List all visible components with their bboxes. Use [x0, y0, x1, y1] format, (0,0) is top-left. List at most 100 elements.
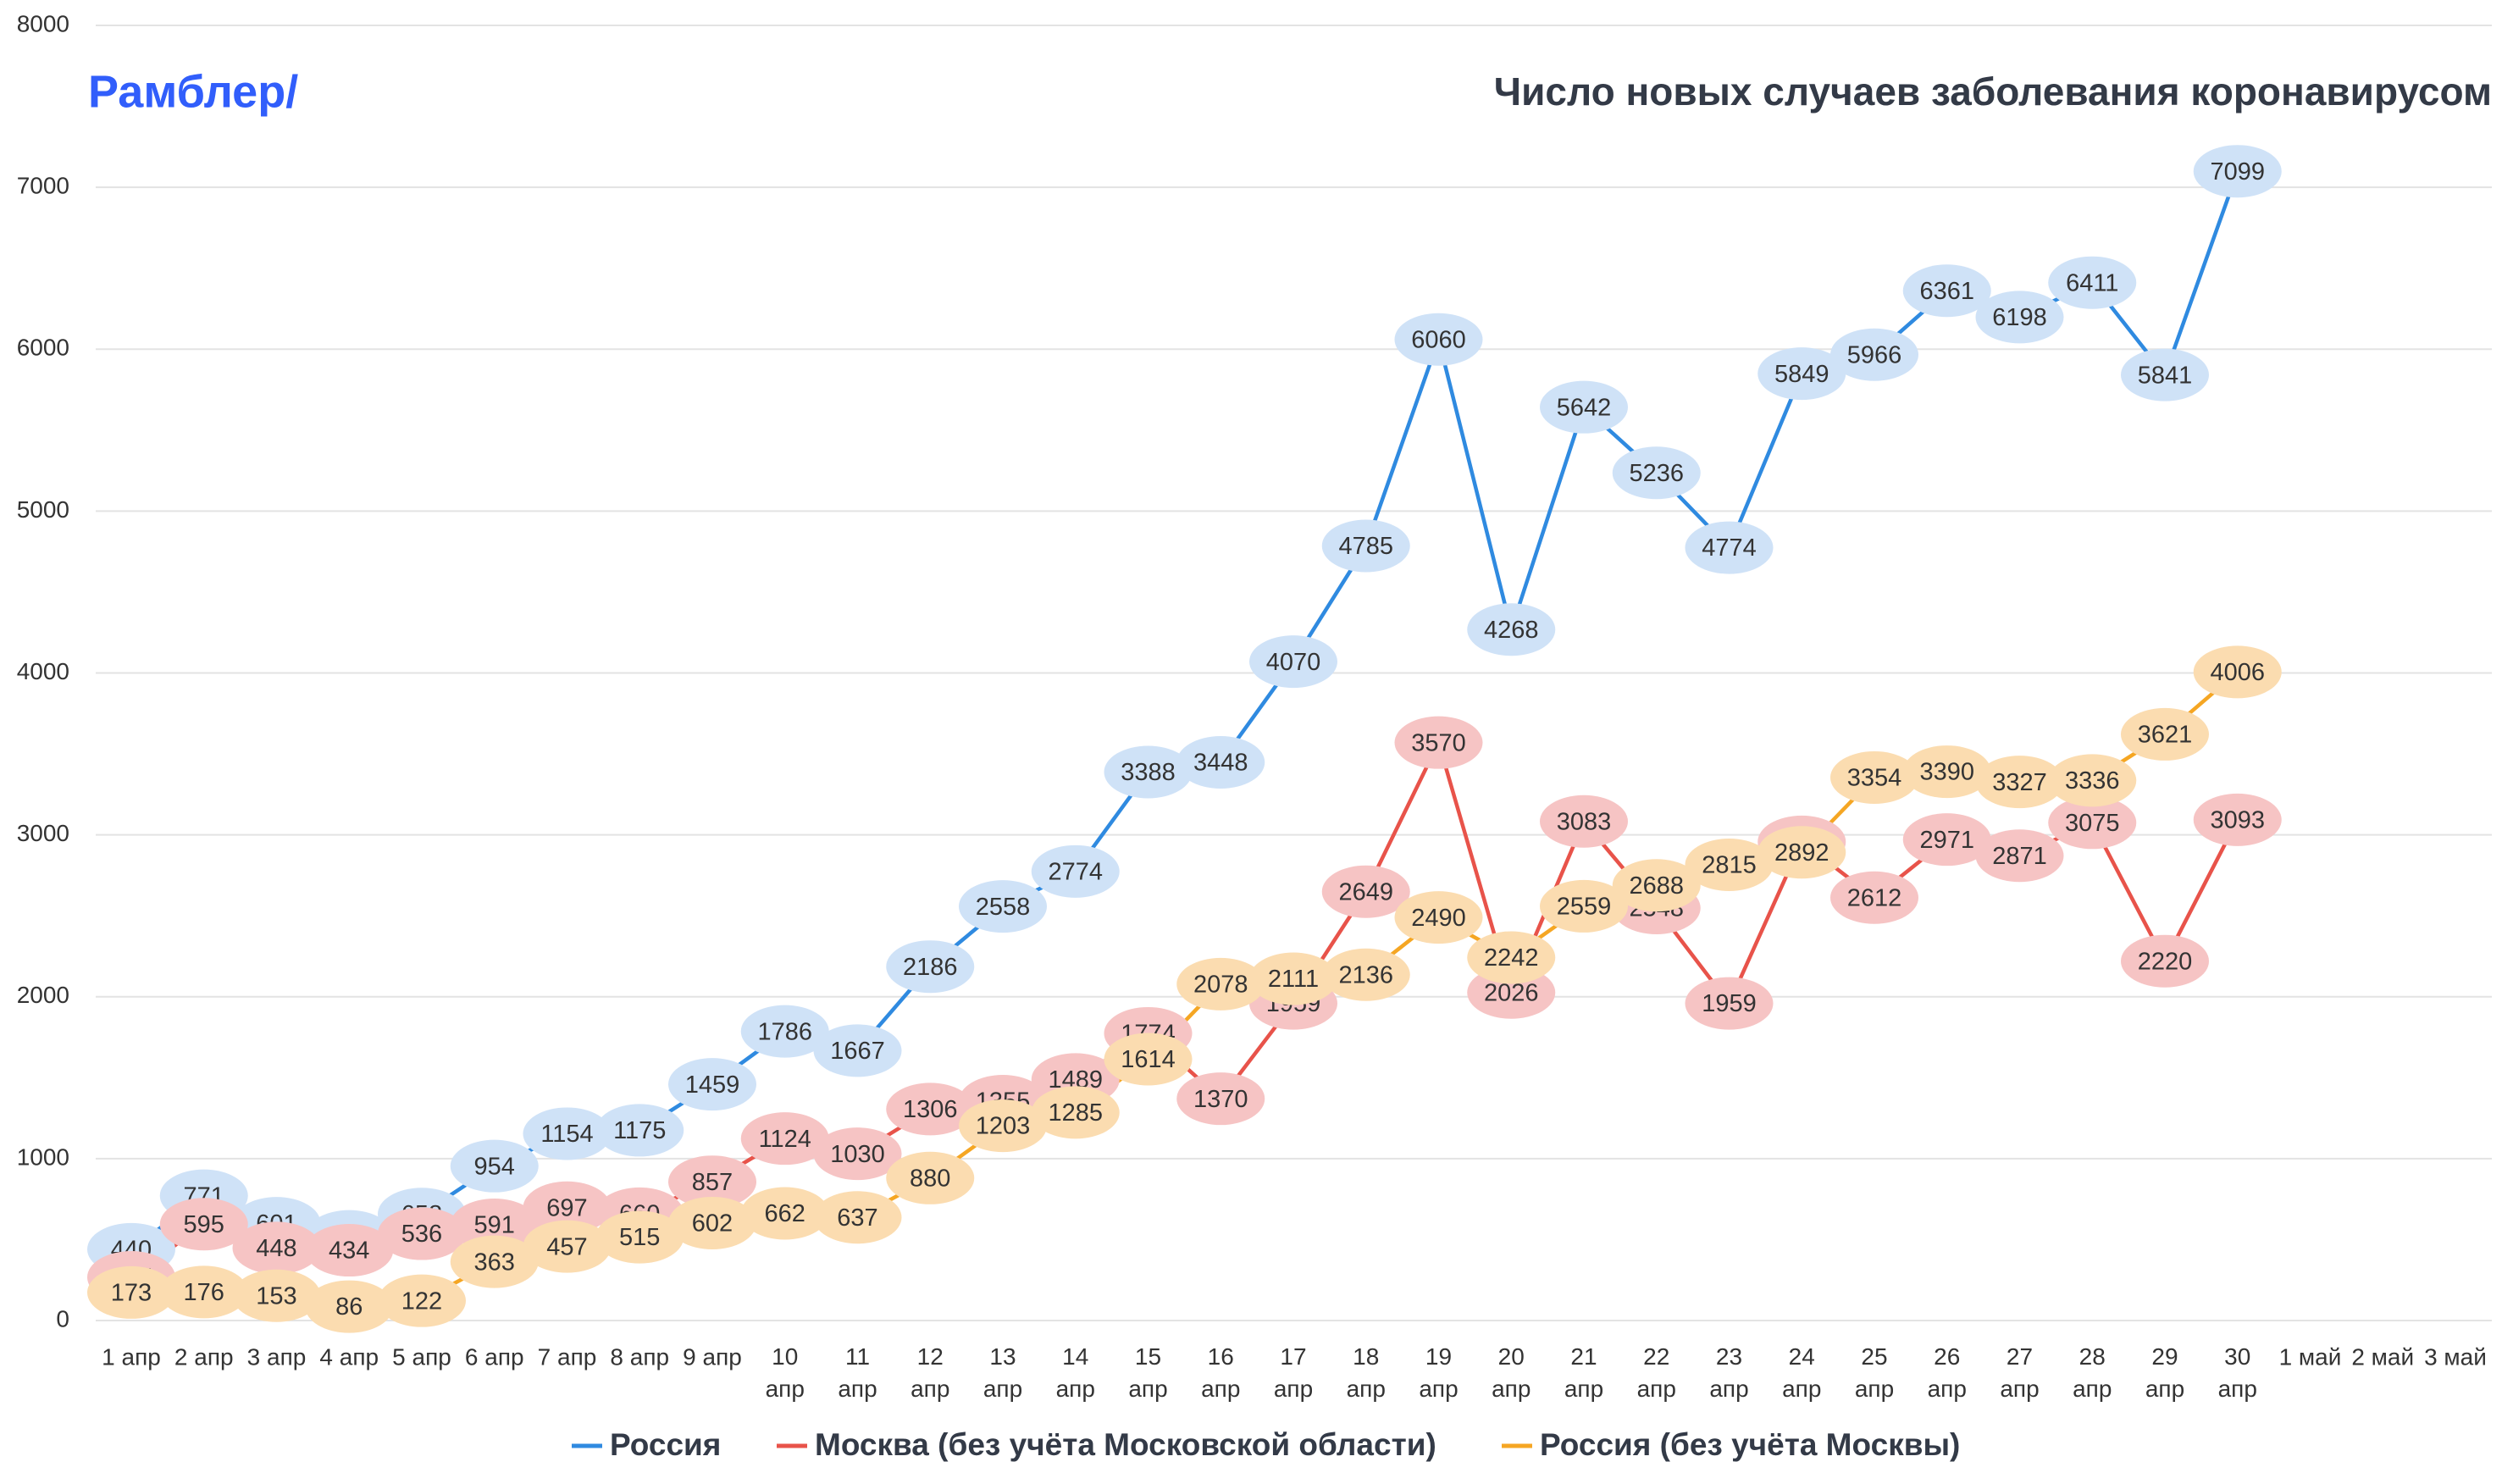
data-label: 1370: [1193, 1086, 1248, 1113]
x-tick-label-line: 30: [2224, 1343, 2250, 1370]
data-bubble: [1031, 1086, 1120, 1139]
x-tick-label-line: апр: [1201, 1376, 1240, 1402]
data-bubble: [2048, 796, 2137, 850]
data-bubble: [1394, 313, 1483, 366]
x-tick-label-line: 27: [2007, 1343, 2033, 1370]
data-bubble: [2193, 793, 2282, 846]
x-tick-label-line: апр: [838, 1376, 877, 1402]
data-bubble: [1975, 756, 2064, 809]
x-tick-label: 11 апр: [838, 1343, 877, 1402]
x-tick-label: 6 апр: [465, 1343, 524, 1370]
data-bubble: [668, 1155, 756, 1209]
data-bubble: [1902, 813, 1991, 867]
x-tick-label: 19 апр: [1419, 1343, 1458, 1402]
data-bubble: [1902, 745, 1991, 799]
data-label: 954: [474, 1153, 515, 1180]
data-label: 457: [546, 1233, 587, 1260]
data-bubble: [1467, 931, 1556, 984]
data-bubble: [232, 1221, 321, 1275]
data-bubble: [886, 1151, 975, 1204]
x-tick-label-line: 15: [1135, 1343, 1161, 1370]
data-label: 4006: [2210, 659, 2265, 686]
x-tick-label: 4 апр: [319, 1343, 379, 1370]
legend-label: Москва (без учёта Московской области): [815, 1427, 1436, 1462]
data-bubble: [1540, 380, 1628, 434]
x-tick-label-line: апр: [911, 1376, 949, 1402]
x-tick-label-line: апр: [1492, 1376, 1530, 1402]
x-tick-label: 3 май: [2424, 1343, 2487, 1370]
data-label: 2558: [976, 894, 1031, 921]
x-tick-label-line: 22: [1643, 1343, 1669, 1370]
data-label: 1285: [1048, 1099, 1103, 1127]
x-tick-label-line: 18: [1353, 1343, 1379, 1370]
data-bubble: [1394, 891, 1483, 944]
data-label: 591: [474, 1212, 515, 1239]
x-tick-label-line: апр: [1564, 1376, 1603, 1402]
data-label: 1124: [759, 1126, 811, 1153]
data-bubble: [1540, 795, 1628, 848]
data-bubble: [523, 1220, 612, 1273]
x-tick-label: 8 апр: [610, 1343, 669, 1370]
x-tick-label-line: апр: [983, 1376, 1022, 1402]
data-bubble: [740, 1187, 829, 1240]
x-tick-label-line: 19: [1425, 1343, 1452, 1370]
data-bubble: [450, 1235, 539, 1288]
data-bubble: [668, 1058, 756, 1111]
data-bubble: [1830, 871, 1918, 924]
x-tick-label: 5 апр: [392, 1343, 451, 1370]
y-tick-label: 4000: [17, 658, 69, 684]
y-tick-label: 1000: [17, 1143, 69, 1170]
y-tick-label: 6000: [17, 335, 69, 361]
x-tick-label-line: апр: [1419, 1376, 1458, 1402]
data-label: 1614: [1121, 1046, 1176, 1073]
data-bubble: [378, 1207, 466, 1260]
y-tick-label: 7000: [17, 173, 69, 199]
x-tick-label: 2 май: [2351, 1343, 2414, 1370]
data-label: 7099: [2210, 158, 2265, 186]
data-label: 2026: [1484, 979, 1539, 1006]
data-label: 5849: [1774, 361, 1829, 388]
data-bubble: [740, 1005, 829, 1058]
data-bubble: [1249, 635, 1337, 689]
data-label: 2186: [903, 954, 958, 981]
x-tick-label-line: апр: [1637, 1376, 1676, 1402]
data-bubble: [1975, 829, 2064, 883]
data-bubble: [1830, 328, 1918, 381]
brand: Рамблер/: [88, 66, 298, 117]
x-tick-label-line: 25: [1861, 1343, 1887, 1370]
data-label: 697: [546, 1194, 587, 1221]
data-bubble: [2048, 256, 2137, 309]
data-label: 536: [401, 1221, 442, 1248]
data-bubble: [1176, 1072, 1265, 1126]
data-bubble: [1176, 736, 1265, 789]
data-bubble: [1467, 603, 1556, 656]
data-label: 176: [184, 1279, 224, 1306]
x-tick-label: 16 апр: [1201, 1343, 1240, 1402]
data-label: 1175: [613, 1117, 666, 1144]
x-tick-label-line: апр: [2073, 1376, 2112, 1402]
x-tick-label: 18 апр: [1347, 1343, 1386, 1402]
data-label: 1030: [830, 1141, 885, 1168]
x-tick-label: 15 апр: [1128, 1343, 1167, 1402]
data-bubble: [1249, 952, 1337, 1005]
data-label: 6060: [1411, 326, 1466, 353]
data-bubble: [1830, 750, 1918, 804]
data-bubble: [378, 1274, 466, 1327]
data-label: 2971: [1919, 827, 1974, 854]
x-tick-label: 22 апр: [1637, 1343, 1676, 1402]
x-tick-label-line: апр: [2145, 1376, 2184, 1402]
x-tick-label: 25 апр: [1855, 1343, 1894, 1402]
data-label: 434: [329, 1238, 369, 1265]
data-label: 1959: [1702, 990, 1757, 1017]
data-label: 2111: [1268, 966, 1319, 993]
data-label: 602: [692, 1210, 733, 1238]
x-tick-label-line: апр: [2000, 1376, 2039, 1402]
data-label: 1459: [685, 1071, 740, 1099]
x-tick-label: 9 апр: [683, 1343, 742, 1370]
data-bubble: [1394, 716, 1483, 769]
data-bubble: [2193, 645, 2282, 699]
x-tick-label: 30 апр: [2218, 1343, 2257, 1402]
data-label: 2892: [1774, 839, 1829, 867]
x-tick-label-line: 17: [1280, 1343, 1306, 1370]
